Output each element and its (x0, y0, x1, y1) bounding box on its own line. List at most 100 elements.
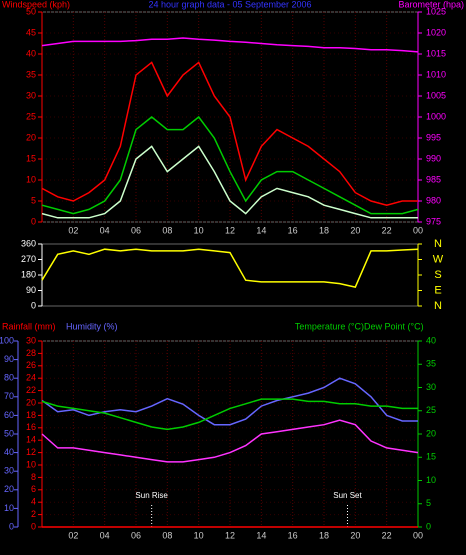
y2-tick-label: 30 (426, 382, 436, 392)
y2-tick-label: 5 (426, 498, 431, 508)
y-tick-label: 270 (21, 254, 36, 264)
y3-tick-label: 70 (4, 391, 14, 401)
series-line (41, 145, 418, 219)
y2-tick-label: 995 (426, 132, 441, 142)
y3-tick-label: 50 (4, 428, 14, 438)
y2-tick-label: 20 (426, 428, 436, 438)
annotation: Sun Set (333, 491, 362, 500)
x-tick-label: 08 (162, 530, 172, 540)
x-tick-label: 18 (319, 225, 329, 235)
annotation: Sun Rise (135, 491, 168, 500)
series-line (41, 115, 419, 215)
y-axis-label: Rainfall (mm) (2, 321, 56, 331)
y-tick-label: 12 (26, 447, 36, 457)
x-tick-label: 00 (413, 530, 423, 540)
x-tick-label: 22 (382, 225, 392, 235)
y-tick-label: 30 (26, 90, 36, 100)
y-tick-label: 10 (26, 174, 36, 184)
y2-axis-label-2: Dew Point (°C) (364, 321, 424, 331)
y-tick-label: 15 (26, 153, 36, 163)
y3-tick-label: 30 (4, 466, 14, 476)
x-tick-label: 00 (413, 225, 423, 235)
y2-tick-label: 990 (426, 153, 441, 163)
x-tick-label: 04 (100, 225, 110, 235)
y2-tick-label: 985 (426, 174, 441, 184)
y-tick-label: 35 (26, 69, 36, 79)
series-line (41, 61, 418, 206)
y-tick-label: 16 (26, 422, 36, 432)
series-line (41, 377, 418, 426)
x-tick-label: 20 (350, 530, 360, 540)
y2-axis-label: Barometer (hpa) (398, 0, 464, 9)
y-tick-label: 30 (26, 335, 36, 345)
y3-tick-label: 80 (4, 373, 14, 383)
x-tick-label: 10 (194, 225, 204, 235)
x-tick-label: 16 (288, 530, 298, 540)
x-tick-label: 04 (100, 530, 110, 540)
y3-tick-label: 40 (4, 447, 14, 457)
y2-tick-label: 0 (426, 521, 431, 531)
y-tick-label: 45 (26, 27, 36, 37)
x-tick-label: 18 (319, 530, 329, 540)
y-tick-label: 6 (31, 484, 36, 494)
y3-tick-label: 100 (0, 335, 14, 345)
y-axis-label: Windspeed (kph) (2, 0, 70, 9)
x-tick-label: 14 (256, 225, 266, 235)
y2-tick-label: 10 (426, 475, 436, 485)
y-tick-label: 28 (26, 348, 36, 358)
y2-tick-label: 1015 (426, 48, 446, 58)
chart-title: 24 hour graph data - 05 September 2006 (148, 0, 311, 9)
y2-tick-label: 1025 (426, 6, 446, 16)
series-line (41, 37, 419, 53)
y2-tick-label: N (434, 238, 442, 250)
x-tick-label: 20 (350, 225, 360, 235)
y-tick-label: 50 (26, 6, 36, 16)
y-tick-label: 14 (26, 435, 36, 445)
x-tick-label: 02 (68, 530, 78, 540)
y3-tick-label: 60 (4, 410, 14, 420)
y-tick-label: 22 (26, 385, 36, 395)
y-tick-label: 0 (31, 300, 36, 310)
y2-tick-label: 1000 (426, 111, 446, 121)
x-tick-label: 06 (131, 225, 141, 235)
plot-area (41, 243, 419, 307)
y2-tick-label: 35 (426, 359, 436, 369)
y-tick-label: 90 (26, 285, 36, 295)
y2-tick-label: 1010 (426, 69, 446, 79)
x-tick-label: 12 (225, 530, 235, 540)
x-tick-label: 12 (225, 225, 235, 235)
y-tick-label: 4 (31, 497, 36, 507)
y-tick-label: 360 (21, 238, 36, 248)
y2-tick-label: 40 (426, 335, 436, 345)
y2-tick-label: S (434, 269, 441, 281)
x-tick-label: 08 (162, 225, 172, 235)
y-tick-label: 20 (26, 132, 36, 142)
y2-tick-label: E (434, 284, 441, 296)
series-line (41, 398, 418, 431)
y-tick-label: 26 (26, 360, 36, 370)
x-tick-label: 14 (256, 530, 266, 540)
x-tick-label: 22 (382, 530, 392, 540)
y2-tick-label: 1005 (426, 90, 446, 100)
y2-tick-label: 1020 (426, 27, 446, 37)
y-tick-label: 2 (31, 509, 36, 519)
series-line (41, 248, 419, 288)
series-line (41, 419, 419, 463)
y-tick-label: 180 (21, 269, 36, 279)
y-tick-label: 25 (26, 111, 36, 121)
y3-axis-label: Humidity (%) (66, 321, 118, 331)
y2-tick-label: 25 (426, 405, 436, 415)
y3-tick-label: 90 (4, 354, 14, 364)
y2-tick-label: 15 (426, 452, 436, 462)
y3-tick-label: 10 (4, 503, 14, 513)
x-tick-label: 02 (68, 225, 78, 235)
y-tick-label: 0 (31, 521, 36, 531)
y-tick-label: 5 (31, 195, 36, 205)
y-tick-label: 10 (26, 459, 36, 469)
y2-axis-label: Temperature (°C) (295, 321, 364, 331)
y3-tick-label: 20 (4, 484, 14, 494)
y-tick-label: 8 (31, 472, 36, 482)
y-tick-label: 0 (31, 216, 36, 226)
y2-tick-label: 980 (426, 195, 441, 205)
